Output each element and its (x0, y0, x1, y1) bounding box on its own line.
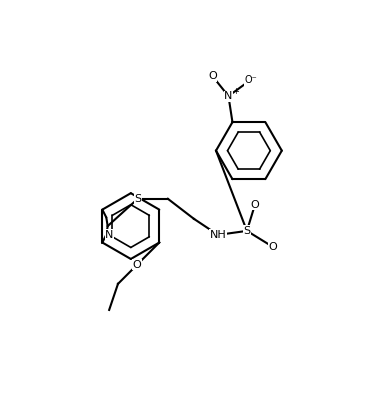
Text: S: S (134, 194, 141, 204)
Text: N: N (224, 91, 232, 101)
Text: O: O (251, 200, 259, 210)
Text: O⁻: O⁻ (244, 75, 257, 85)
Text: O: O (133, 260, 142, 269)
Text: O: O (269, 242, 277, 252)
Text: N: N (105, 230, 114, 240)
Text: +: + (232, 87, 239, 96)
Text: NH: NH (210, 230, 226, 240)
Text: S: S (243, 226, 251, 236)
Text: O: O (208, 71, 217, 81)
